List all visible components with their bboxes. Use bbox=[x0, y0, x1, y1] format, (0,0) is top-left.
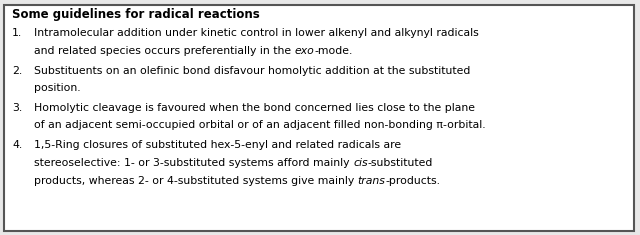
Text: Some guidelines for radical reactions: Some guidelines for radical reactions bbox=[12, 8, 260, 21]
Text: 1,5-Ring closures of substituted hex-5-enyl and related radicals are: 1,5-Ring closures of substituted hex-5-e… bbox=[34, 141, 401, 150]
Text: -substituted: -substituted bbox=[367, 158, 433, 168]
Text: 2.: 2. bbox=[12, 66, 22, 75]
Text: 1.: 1. bbox=[12, 28, 22, 38]
Text: trans: trans bbox=[358, 176, 386, 185]
Text: cis: cis bbox=[353, 158, 367, 168]
Text: Intramolecular addition under kinetic control in lower alkenyl and alkynyl radic: Intramolecular addition under kinetic co… bbox=[34, 28, 479, 38]
Text: exo: exo bbox=[294, 46, 314, 55]
Text: -products.: -products. bbox=[386, 176, 440, 185]
Text: Homolytic cleavage is favoured when the bond concerned lies close to the plane: Homolytic cleavage is favoured when the … bbox=[34, 103, 475, 113]
Text: products, whereas 2- or 4-substituted systems give mainly: products, whereas 2- or 4-substituted sy… bbox=[34, 176, 358, 185]
Text: -mode.: -mode. bbox=[314, 46, 353, 55]
Text: Substituents on an olefinic bond disfavour homolytic addition at the substituted: Substituents on an olefinic bond disfavo… bbox=[34, 66, 470, 75]
Text: of an adjacent semi-occupied orbital or of an adjacent filled non-bonding π-orbi: of an adjacent semi-occupied orbital or … bbox=[34, 121, 486, 130]
Text: 3.: 3. bbox=[12, 103, 22, 113]
Text: 4.: 4. bbox=[12, 141, 22, 150]
Text: position.: position. bbox=[34, 83, 81, 93]
Text: stereoselective: 1- or 3-substituted systems afford mainly: stereoselective: 1- or 3-substituted sys… bbox=[34, 158, 353, 168]
Text: and related species occurs preferentially in the: and related species occurs preferentiall… bbox=[34, 46, 294, 55]
